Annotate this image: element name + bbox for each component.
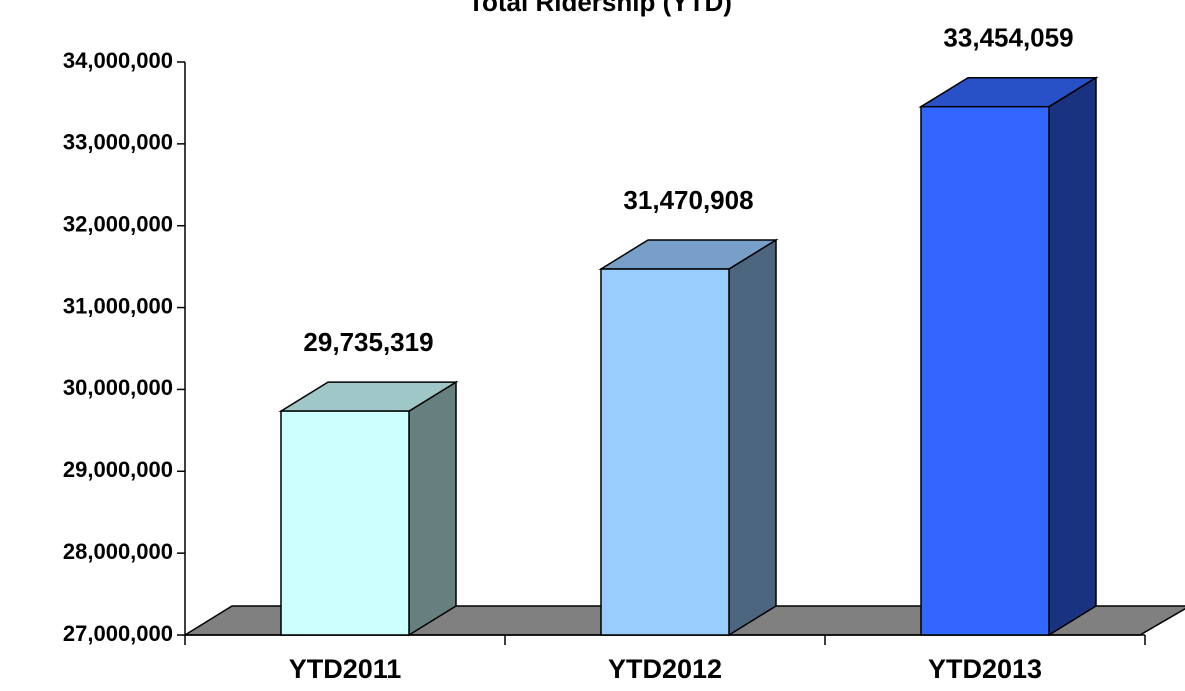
- bar: [280, 410, 410, 636]
- y-tick-label: 28,000,000: [63, 539, 173, 564]
- y-tick-label: 34,000,000: [63, 48, 173, 73]
- x-tick-label: YTD2012: [608, 654, 722, 684]
- value-label: 29,735,319: [303, 327, 433, 357]
- y-tick-label: 33,000,000: [63, 130, 173, 155]
- x-tick-label: YTD2013: [928, 654, 1042, 684]
- y-tick-label: 31,000,000: [63, 293, 173, 318]
- bar-side: [1048, 76, 1097, 637]
- value-label: 31,470,908: [623, 185, 753, 215]
- bar-side: [408, 380, 457, 637]
- y-tick-label: 29,000,000: [63, 457, 173, 482]
- bar: [600, 268, 730, 636]
- x-tick-label: YTD2011: [289, 654, 402, 684]
- value-label: 33,454,059: [943, 23, 1073, 53]
- y-tick-label: 30,000,000: [63, 375, 173, 400]
- bar: [920, 105, 1050, 636]
- chart-title: Total Ridership (YTD): [468, 0, 732, 17]
- y-tick-label: 32,000,000: [63, 212, 173, 237]
- bar-side: [728, 238, 777, 637]
- y-tick-label: 27,000,000: [63, 621, 173, 646]
